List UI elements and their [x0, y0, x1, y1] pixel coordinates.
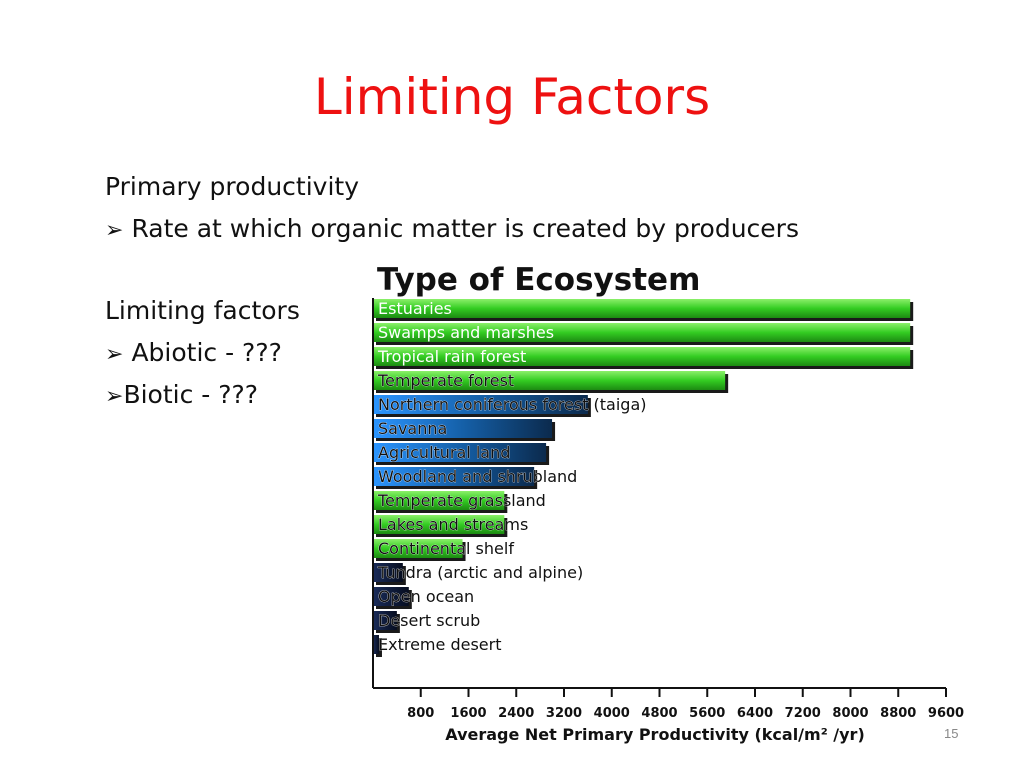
bar-8: [373, 491, 505, 510]
slide-title: Limiting Factors: [313, 68, 711, 126]
x-tick-label-4: 4000: [594, 706, 630, 721]
bar-label-10: Continental shelf: [378, 539, 514, 558]
arrow-bullet-icon: ➢: [105, 342, 124, 367]
bar-label-8: Temperate grassland: [377, 491, 546, 510]
bullet-text-abiotic: Abiotic - ???: [131, 338, 282, 367]
x-tick-label-11: 9600: [928, 706, 964, 721]
bar-label-0: Estuaries: [378, 299, 452, 318]
bar-1: [373, 323, 911, 342]
bullet-text-biotic: Biotic - ???: [123, 380, 259, 409]
bar-label-12: Open ocean: [378, 587, 474, 606]
bar-label-1: Swamps and marshes: [378, 323, 554, 342]
x-tick-label-10: 8800: [880, 706, 916, 721]
bar-0: [373, 299, 911, 318]
x-tick-label-8: 7200: [785, 706, 821, 721]
bar-7: [373, 467, 535, 486]
bullet-item-biotic: ➢Biotic - ???: [105, 380, 258, 412]
bar-label-14: Extreme desert: [378, 635, 501, 654]
bar-label-3: Temperate forest: [377, 371, 514, 390]
bar-10: [373, 539, 463, 558]
bar-2: [373, 347, 911, 366]
bullet-item-rate: ➢ Rate at which organic matter is created…: [105, 214, 799, 246]
bar-5: [373, 419, 553, 438]
x-tick-label-1: 1600: [450, 706, 486, 721]
bar-9: [373, 515, 505, 534]
x-tick-label-2: 2400: [498, 706, 534, 721]
bar-11: [373, 563, 403, 582]
bullet-item-abiotic: ➢ Abiotic - ???: [105, 338, 282, 370]
x-tick-label-9: 8000: [832, 706, 868, 721]
bar-13: [373, 611, 397, 630]
x-tick-label-6: 5600: [689, 706, 725, 721]
bar-label-2: Tropical rain forest: [377, 347, 526, 366]
bar-3: [373, 371, 726, 390]
bar-6: [373, 443, 547, 462]
bar-label-9: Lakes and streams: [378, 515, 528, 534]
bullet-text-rate: Rate at which organic matter is created …: [131, 214, 799, 243]
arrow-bullet-icon: ➢: [105, 218, 124, 243]
primary-productivity-heading: Primary productivity: [105, 172, 359, 201]
bar-label-7: Woodland and shrubland: [378, 467, 577, 486]
bar-4: [373, 395, 588, 414]
bar-shadow: [376, 638, 382, 657]
x-tick-label-0: 800: [407, 706, 434, 721]
chart-title: Type of Ecosystem: [377, 262, 700, 298]
slide-number: 15: [944, 726, 959, 741]
x-tick-label-7: 6400: [737, 706, 773, 721]
limiting-factors-heading: Limiting factors: [105, 296, 300, 325]
bar-12: [373, 587, 409, 606]
x-axis-label: Average Net Primary Productivity (kcal/m…: [445, 725, 865, 744]
bar-label-4: Northern coniferous forest (taiga): [378, 395, 647, 414]
bar-label-13: Desert scrub: [378, 611, 480, 630]
bar-label-5: Savanna: [378, 419, 447, 438]
x-tick-label-5: 4800: [641, 706, 677, 721]
bar-label-6: Agricultural land: [378, 443, 510, 462]
bar-14: [373, 635, 379, 654]
bar-label-11: Tundra (arctic and alpine): [377, 563, 583, 582]
x-tick-label-3: 3200: [546, 706, 582, 721]
arrow-bullet-icon: ➢: [105, 384, 124, 409]
